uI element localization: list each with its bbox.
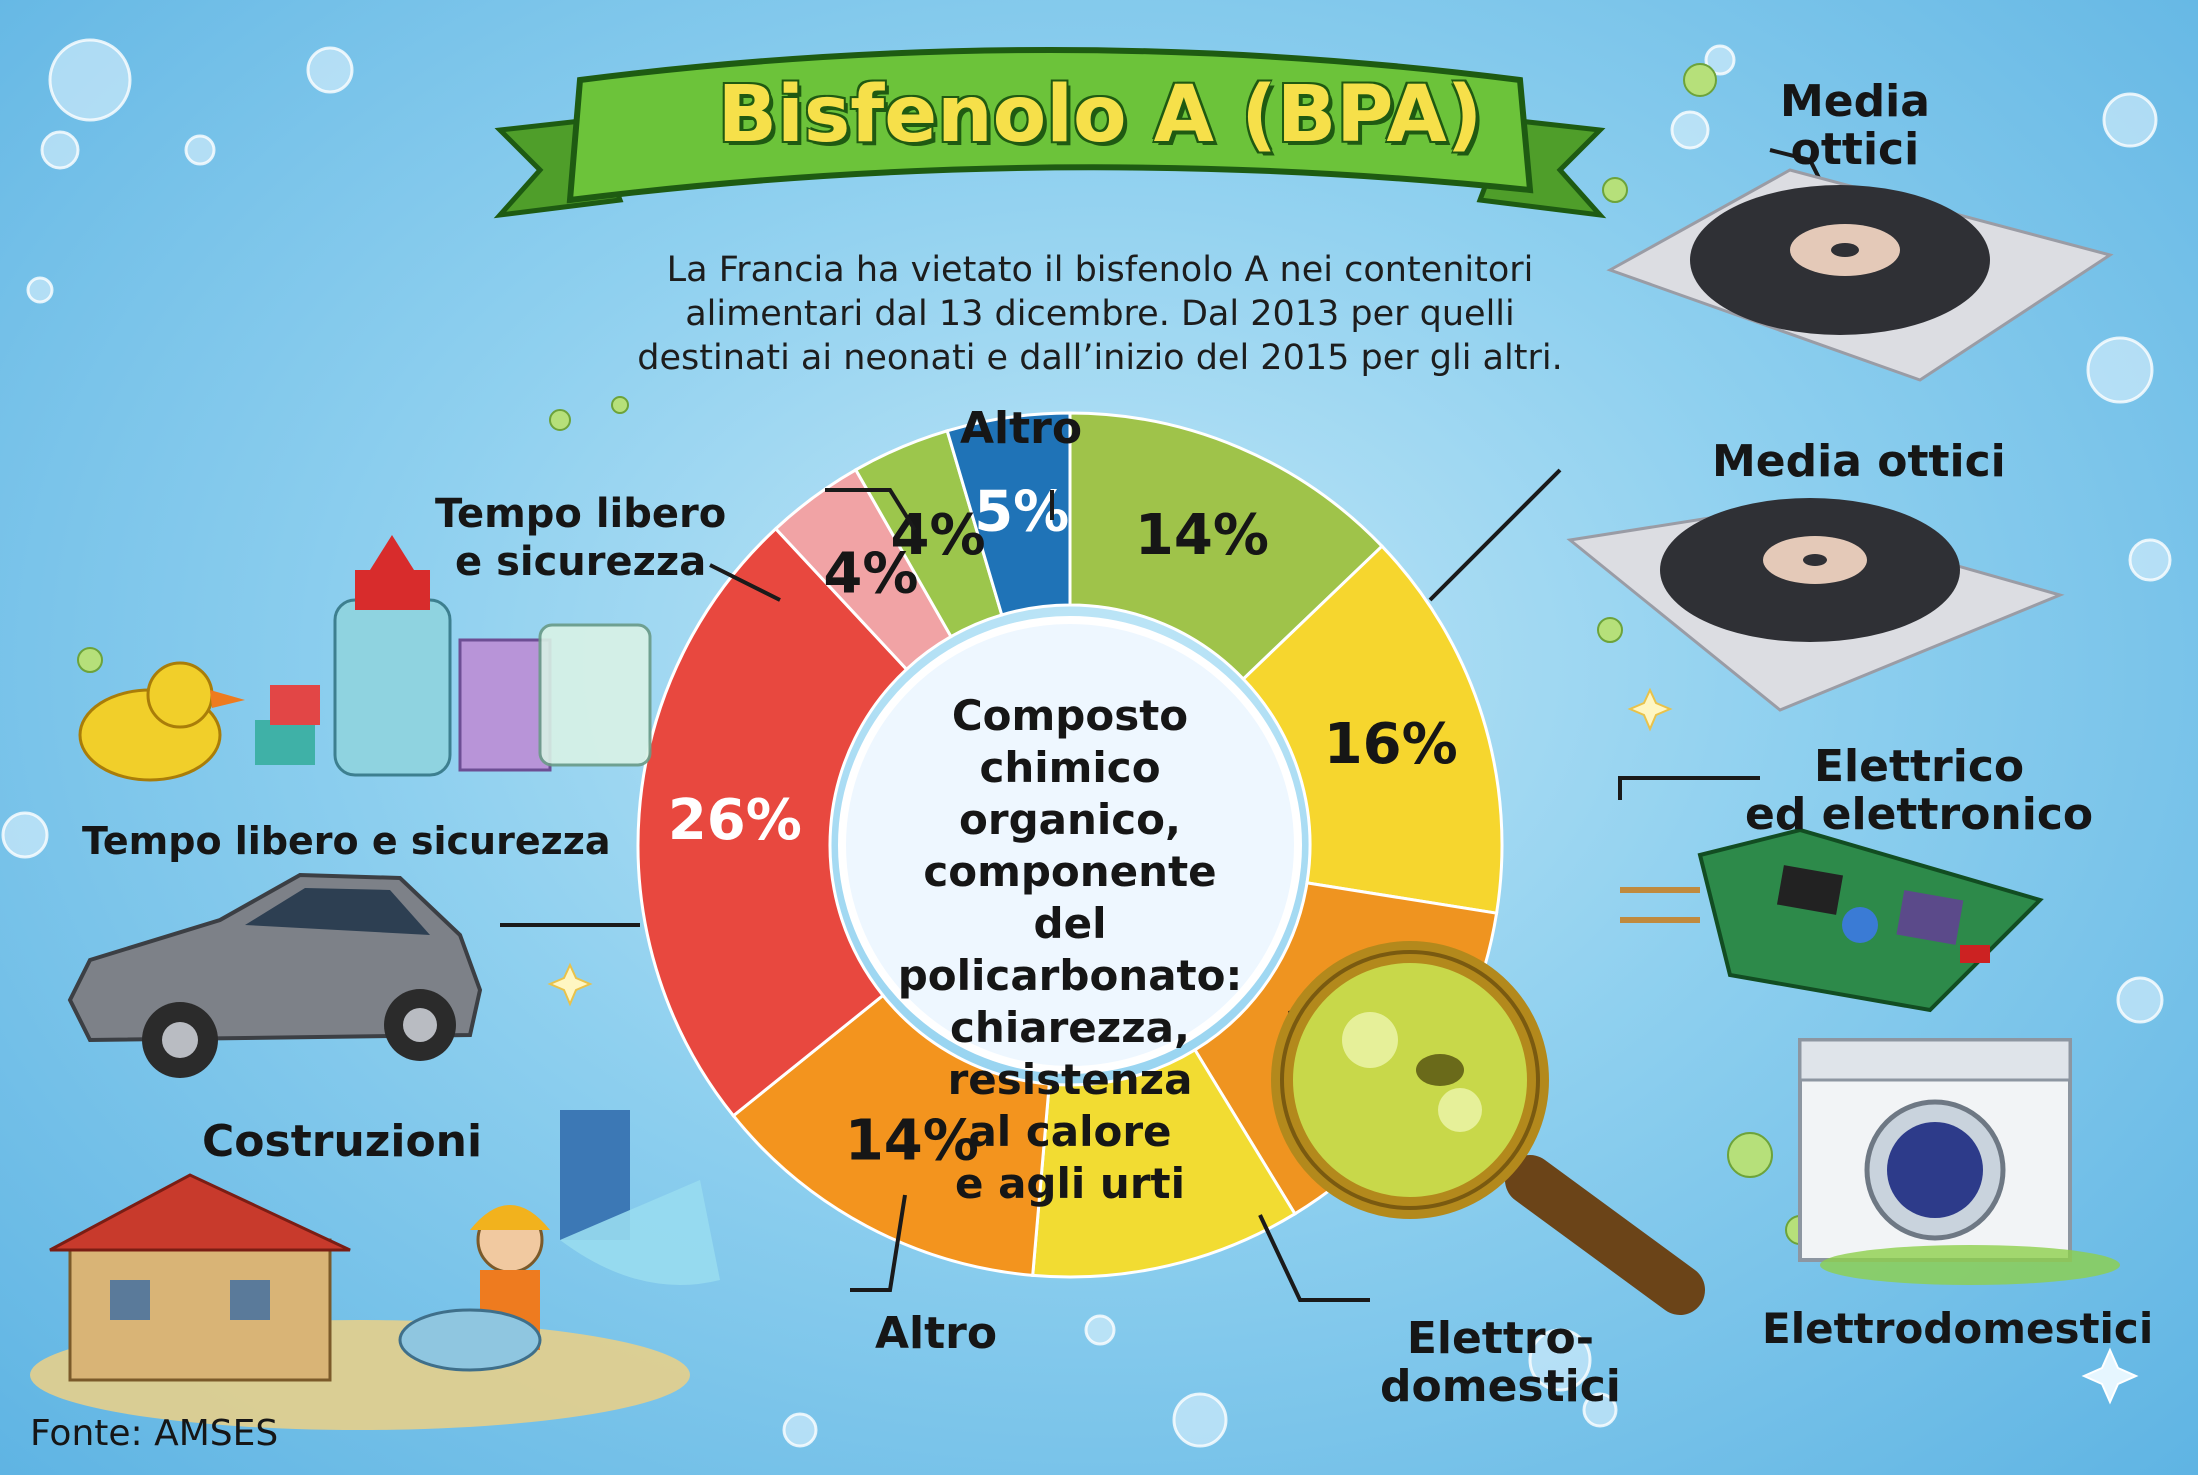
bubble bbox=[1670, 110, 1710, 150]
magnifying-glass-illustration bbox=[1271, 941, 1705, 1315]
bubble bbox=[40, 130, 80, 170]
callout-elettrodomestici: Elettrodomestici bbox=[1762, 1304, 2154, 1353]
green-dot bbox=[1683, 63, 1717, 97]
subtitle: La Francia ha vietato il bisfenolo A nei… bbox=[600, 248, 1600, 380]
circuit-board-illustration bbox=[1620, 827, 2044, 1013]
callout-line: ed elettronico bbox=[1745, 789, 2094, 840]
donut-slice bbox=[731, 993, 1051, 1278]
bubble bbox=[1, 811, 49, 859]
callout-line: Tempo libero bbox=[435, 491, 727, 537]
bubble bbox=[2116, 976, 2164, 1024]
callout-altro-top: Altro bbox=[960, 403, 1083, 454]
bubble bbox=[1172, 1392, 1228, 1448]
car-illustration bbox=[67, 872, 483, 1078]
donut-slice bbox=[945, 411, 1072, 617]
bubble bbox=[26, 276, 54, 304]
green-dot bbox=[549, 409, 571, 431]
bubble bbox=[48, 38, 132, 122]
callout-line: ottici bbox=[1790, 124, 1920, 175]
donut-slice bbox=[1068, 411, 1385, 682]
center-line: e agli urti bbox=[954, 1159, 1185, 1208]
callout-line: Elettro- bbox=[1406, 1313, 1595, 1364]
green-dot bbox=[1602, 177, 1628, 203]
center-line: Composto chimico bbox=[951, 691, 1189, 792]
sparkle-stars bbox=[547, 687, 2139, 1405]
green-dot bbox=[77, 647, 103, 673]
percent-labels: 14%16%15%14%26%4%4%5% bbox=[668, 479, 1458, 1173]
optical-disc-top-illustration bbox=[1606, 168, 2114, 382]
callout-media-ottici-top: Media ottici bbox=[1780, 78, 1930, 174]
bubble bbox=[1704, 44, 1736, 76]
bubble bbox=[184, 134, 216, 166]
donut-slice bbox=[636, 526, 909, 1118]
leader-line-elettrodomestici bbox=[1258, 1214, 1370, 1302]
slice-percent-label: 4% bbox=[823, 541, 918, 606]
callout-line: Elettrico bbox=[1814, 741, 2025, 792]
callout-media-ottici: Media ottici bbox=[1712, 436, 2006, 487]
toys-illustration bbox=[78, 535, 652, 782]
slice-percent-label: 14% bbox=[1135, 503, 1269, 568]
title-banner bbox=[493, 47, 1607, 219]
leader-line-elettrico bbox=[1618, 776, 1760, 800]
banner-ribbon bbox=[566, 47, 1534, 204]
leader-line-4pct bbox=[825, 488, 917, 532]
slice-percent-label: 26% bbox=[668, 788, 802, 853]
bubble bbox=[2102, 92, 2158, 148]
bubble bbox=[2128, 538, 2172, 582]
page-title: Bisfenolo A (BPA) bbox=[717, 70, 1483, 160]
decorative-bubbles bbox=[1, 38, 2172, 1448]
callout-elettrico: Elettrico ed elettronico bbox=[1745, 743, 2093, 839]
bubble bbox=[782, 1412, 818, 1448]
callout-altro-bottom: Altro bbox=[875, 1308, 998, 1359]
callout-elettrodomestici-short: Elettro- domestici bbox=[1380, 1315, 1621, 1411]
bubble bbox=[1528, 1328, 1592, 1392]
green-dot bbox=[611, 396, 629, 414]
subtitle-line: destinati ai neonati e dall’inizio del 2… bbox=[637, 338, 1563, 378]
bubble bbox=[1582, 1392, 1618, 1428]
slice-percent-label: 16% bbox=[1324, 712, 1458, 777]
bubble bbox=[2086, 336, 2154, 404]
callout-line: domestici bbox=[1380, 1361, 1621, 1412]
green-dot bbox=[1597, 617, 1623, 643]
source-note: Fonte: AMSES bbox=[30, 1413, 279, 1454]
subtitle-line: alimentari dal 13 dicembre. Dal 2013 per… bbox=[685, 294, 1515, 334]
bubble bbox=[1084, 1314, 1116, 1346]
callout-tempo-libero: Tempo libero e sicurezza bbox=[435, 490, 726, 586]
center-line: organico, componente bbox=[923, 795, 1217, 896]
callout-tempo-libero-full: Tempo libero e sicurezza bbox=[82, 819, 611, 863]
construction-illustration bbox=[30, 1110, 720, 1430]
leader-line-tempo-libero bbox=[709, 563, 781, 602]
center-line: al calore bbox=[968, 1107, 1172, 1156]
donut-hole bbox=[838, 616, 1302, 1074]
donut-chart bbox=[636, 411, 1504, 1279]
washing-machine-illustration bbox=[1798, 1038, 2120, 1285]
slice-percent-label: 14% bbox=[845, 1108, 979, 1173]
bubble bbox=[306, 46, 354, 94]
green-dot bbox=[1727, 1132, 1773, 1178]
slice-percent-label: 5% bbox=[974, 479, 1069, 544]
leader-line-altro-bottom bbox=[850, 1194, 907, 1292]
sparkle bbox=[2081, 1347, 2139, 1405]
center-line: del policarbonato: bbox=[897, 899, 1243, 1000]
donut-slice bbox=[1241, 544, 1504, 915]
sparkle bbox=[1627, 687, 1673, 732]
sparkle bbox=[547, 962, 593, 1007]
donut-center-text: Composto chimico organico, componente de… bbox=[880, 690, 1260, 1210]
center-line: chiarezza, resistenza bbox=[947, 1003, 1193, 1104]
callout-line: e sicurezza bbox=[455, 539, 707, 585]
leader-line-media-ottici bbox=[1428, 468, 1562, 602]
optical-disc-illustration bbox=[1566, 498, 2065, 712]
callout-costruzioni: Costruzioni bbox=[202, 1116, 483, 1167]
callout-line: Media bbox=[1780, 76, 1930, 127]
subtitle-line: La Francia ha vietato il bisfenolo A nei… bbox=[666, 250, 1534, 290]
